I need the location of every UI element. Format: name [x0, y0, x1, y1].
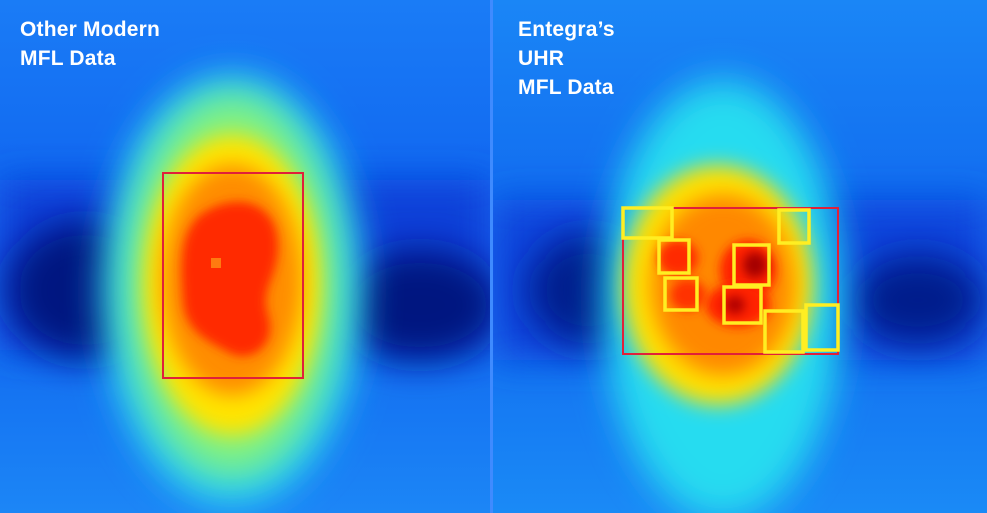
- other-modern-heatmap: [0, 0, 490, 513]
- hot-pixel: [211, 258, 221, 268]
- left-caption: Other Modern MFL Data: [20, 15, 160, 73]
- entegra-uhr-heatmap: [493, 0, 987, 513]
- defect-box: [804, 303, 840, 352]
- left-caption-line-1: Other Modern: [20, 18, 161, 41]
- anomaly-box-red: [162, 172, 304, 379]
- defect-box: [763, 309, 805, 354]
- panel-divider: [490, 0, 493, 513]
- entegra-uhr-heatmap-panel: Entegra’s UHR MFL Data: [493, 0, 987, 513]
- defect-box: [657, 238, 691, 275]
- right-caption-line-3: MFL Data: [518, 76, 614, 99]
- anomaly-box-red: [622, 207, 839, 355]
- defect-box: [732, 243, 771, 287]
- red-core: [181, 201, 279, 357]
- red-blob: [670, 279, 706, 311]
- dark-red-hotspot: [725, 296, 745, 314]
- right-dark-lobe: [340, 250, 490, 360]
- other-modern-heatmap-panel: Other Modern MFL Data: [0, 0, 490, 513]
- defect-box: [621, 206, 674, 240]
- left-caption-line-2: MFL Data: [20, 47, 116, 70]
- right-caption: Entegra’s UHR MFL Data: [518, 15, 615, 102]
- right-caption-line-1: Entegra’s: [518, 18, 615, 41]
- right-dark-lobe: [853, 255, 983, 345]
- defect-box: [722, 285, 763, 325]
- red-blob: [658, 240, 698, 276]
- defect-box: [777, 208, 811, 245]
- right-caption-line-2: UHR: [518, 47, 565, 70]
- dark-red-hotspot: [743, 252, 767, 278]
- defect-box: [663, 276, 699, 312]
- uhr-defect-boxes: [621, 206, 840, 354]
